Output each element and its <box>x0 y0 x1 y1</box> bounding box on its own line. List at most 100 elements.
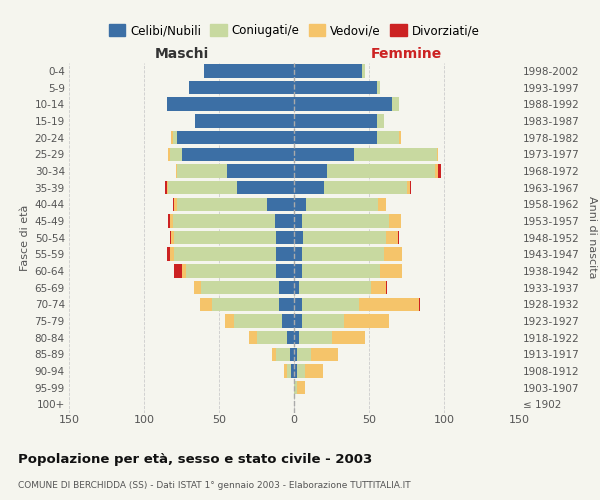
Bar <box>361 64 365 78</box>
Bar <box>294 148 354 161</box>
Bar <box>294 81 377 94</box>
Bar <box>271 348 276 361</box>
Text: Femmine: Femmine <box>371 47 442 61</box>
Bar <box>234 314 282 328</box>
Bar <box>294 381 297 394</box>
Bar <box>177 164 227 177</box>
Bar <box>294 64 361 78</box>
Bar <box>174 198 177 211</box>
Bar <box>173 214 275 228</box>
Bar <box>294 364 297 378</box>
Bar <box>168 214 170 228</box>
Y-axis label: Fasce di età: Fasce di età <box>20 204 31 270</box>
Bar <box>419 298 420 311</box>
Bar <box>294 198 306 211</box>
Bar <box>171 231 174 244</box>
Bar <box>170 248 174 261</box>
Text: Maschi: Maschi <box>154 47 209 61</box>
Bar <box>438 164 441 177</box>
Bar <box>398 231 399 244</box>
Bar <box>371 281 386 294</box>
Bar <box>249 331 257 344</box>
Bar <box>173 198 174 211</box>
Bar <box>435 164 438 177</box>
Bar <box>409 181 411 194</box>
Bar <box>407 181 409 194</box>
Bar <box>294 181 324 194</box>
Text: Popolazione per età, sesso e stato civile - 2003: Popolazione per età, sesso e stato civil… <box>18 452 372 466</box>
Bar <box>276 348 290 361</box>
Bar <box>212 298 279 311</box>
Bar <box>287 331 294 344</box>
Bar <box>204 64 294 78</box>
Bar <box>276 264 294 278</box>
Bar <box>297 381 305 394</box>
Bar <box>290 348 294 361</box>
Bar <box>225 314 234 328</box>
Bar <box>294 298 302 311</box>
Bar <box>284 364 287 378</box>
Bar <box>377 131 399 144</box>
Bar <box>176 164 177 177</box>
Bar <box>171 131 173 144</box>
Bar <box>177 131 294 144</box>
Bar <box>167 181 168 194</box>
Bar <box>359 298 419 311</box>
Bar <box>294 231 303 244</box>
Bar <box>331 331 365 344</box>
Bar <box>306 198 378 211</box>
Bar <box>377 114 384 128</box>
Bar <box>168 148 170 161</box>
Bar <box>170 214 173 228</box>
Bar <box>257 331 287 344</box>
Bar <box>294 248 302 261</box>
Bar <box>199 298 212 311</box>
Bar <box>193 281 201 294</box>
Bar <box>189 81 294 94</box>
Bar <box>167 248 170 261</box>
Bar <box>324 181 407 194</box>
Bar <box>279 281 294 294</box>
Bar <box>437 148 438 161</box>
Bar <box>174 231 276 244</box>
Bar <box>275 214 294 228</box>
Bar <box>305 364 323 378</box>
Bar <box>302 214 389 228</box>
Bar <box>168 181 237 194</box>
Bar <box>195 114 294 128</box>
Bar <box>170 231 171 244</box>
Bar <box>177 198 267 211</box>
Bar <box>302 264 380 278</box>
Bar <box>399 131 401 144</box>
Bar <box>384 248 402 261</box>
Bar <box>294 214 302 228</box>
Bar <box>287 364 291 378</box>
Bar <box>386 281 387 294</box>
Bar <box>174 264 182 278</box>
Bar <box>165 181 167 194</box>
Bar <box>299 281 371 294</box>
Bar <box>299 331 331 344</box>
Bar <box>227 164 294 177</box>
Y-axis label: Anni di nascita: Anni di nascita <box>587 196 596 279</box>
Bar <box>302 314 343 328</box>
Bar <box>378 198 386 211</box>
Bar <box>173 131 177 144</box>
Bar <box>291 364 294 378</box>
Bar <box>294 98 392 111</box>
Bar <box>182 148 294 161</box>
Bar <box>294 264 302 278</box>
Bar <box>170 148 182 161</box>
Bar <box>267 198 294 211</box>
Bar <box>182 264 186 278</box>
Bar <box>343 314 389 328</box>
Bar <box>327 164 435 177</box>
Bar <box>186 264 276 278</box>
Bar <box>282 314 294 328</box>
Bar <box>237 181 294 194</box>
Bar <box>294 314 302 328</box>
Bar <box>294 131 377 144</box>
Bar <box>294 164 327 177</box>
Bar <box>297 364 305 378</box>
Bar <box>302 298 359 311</box>
